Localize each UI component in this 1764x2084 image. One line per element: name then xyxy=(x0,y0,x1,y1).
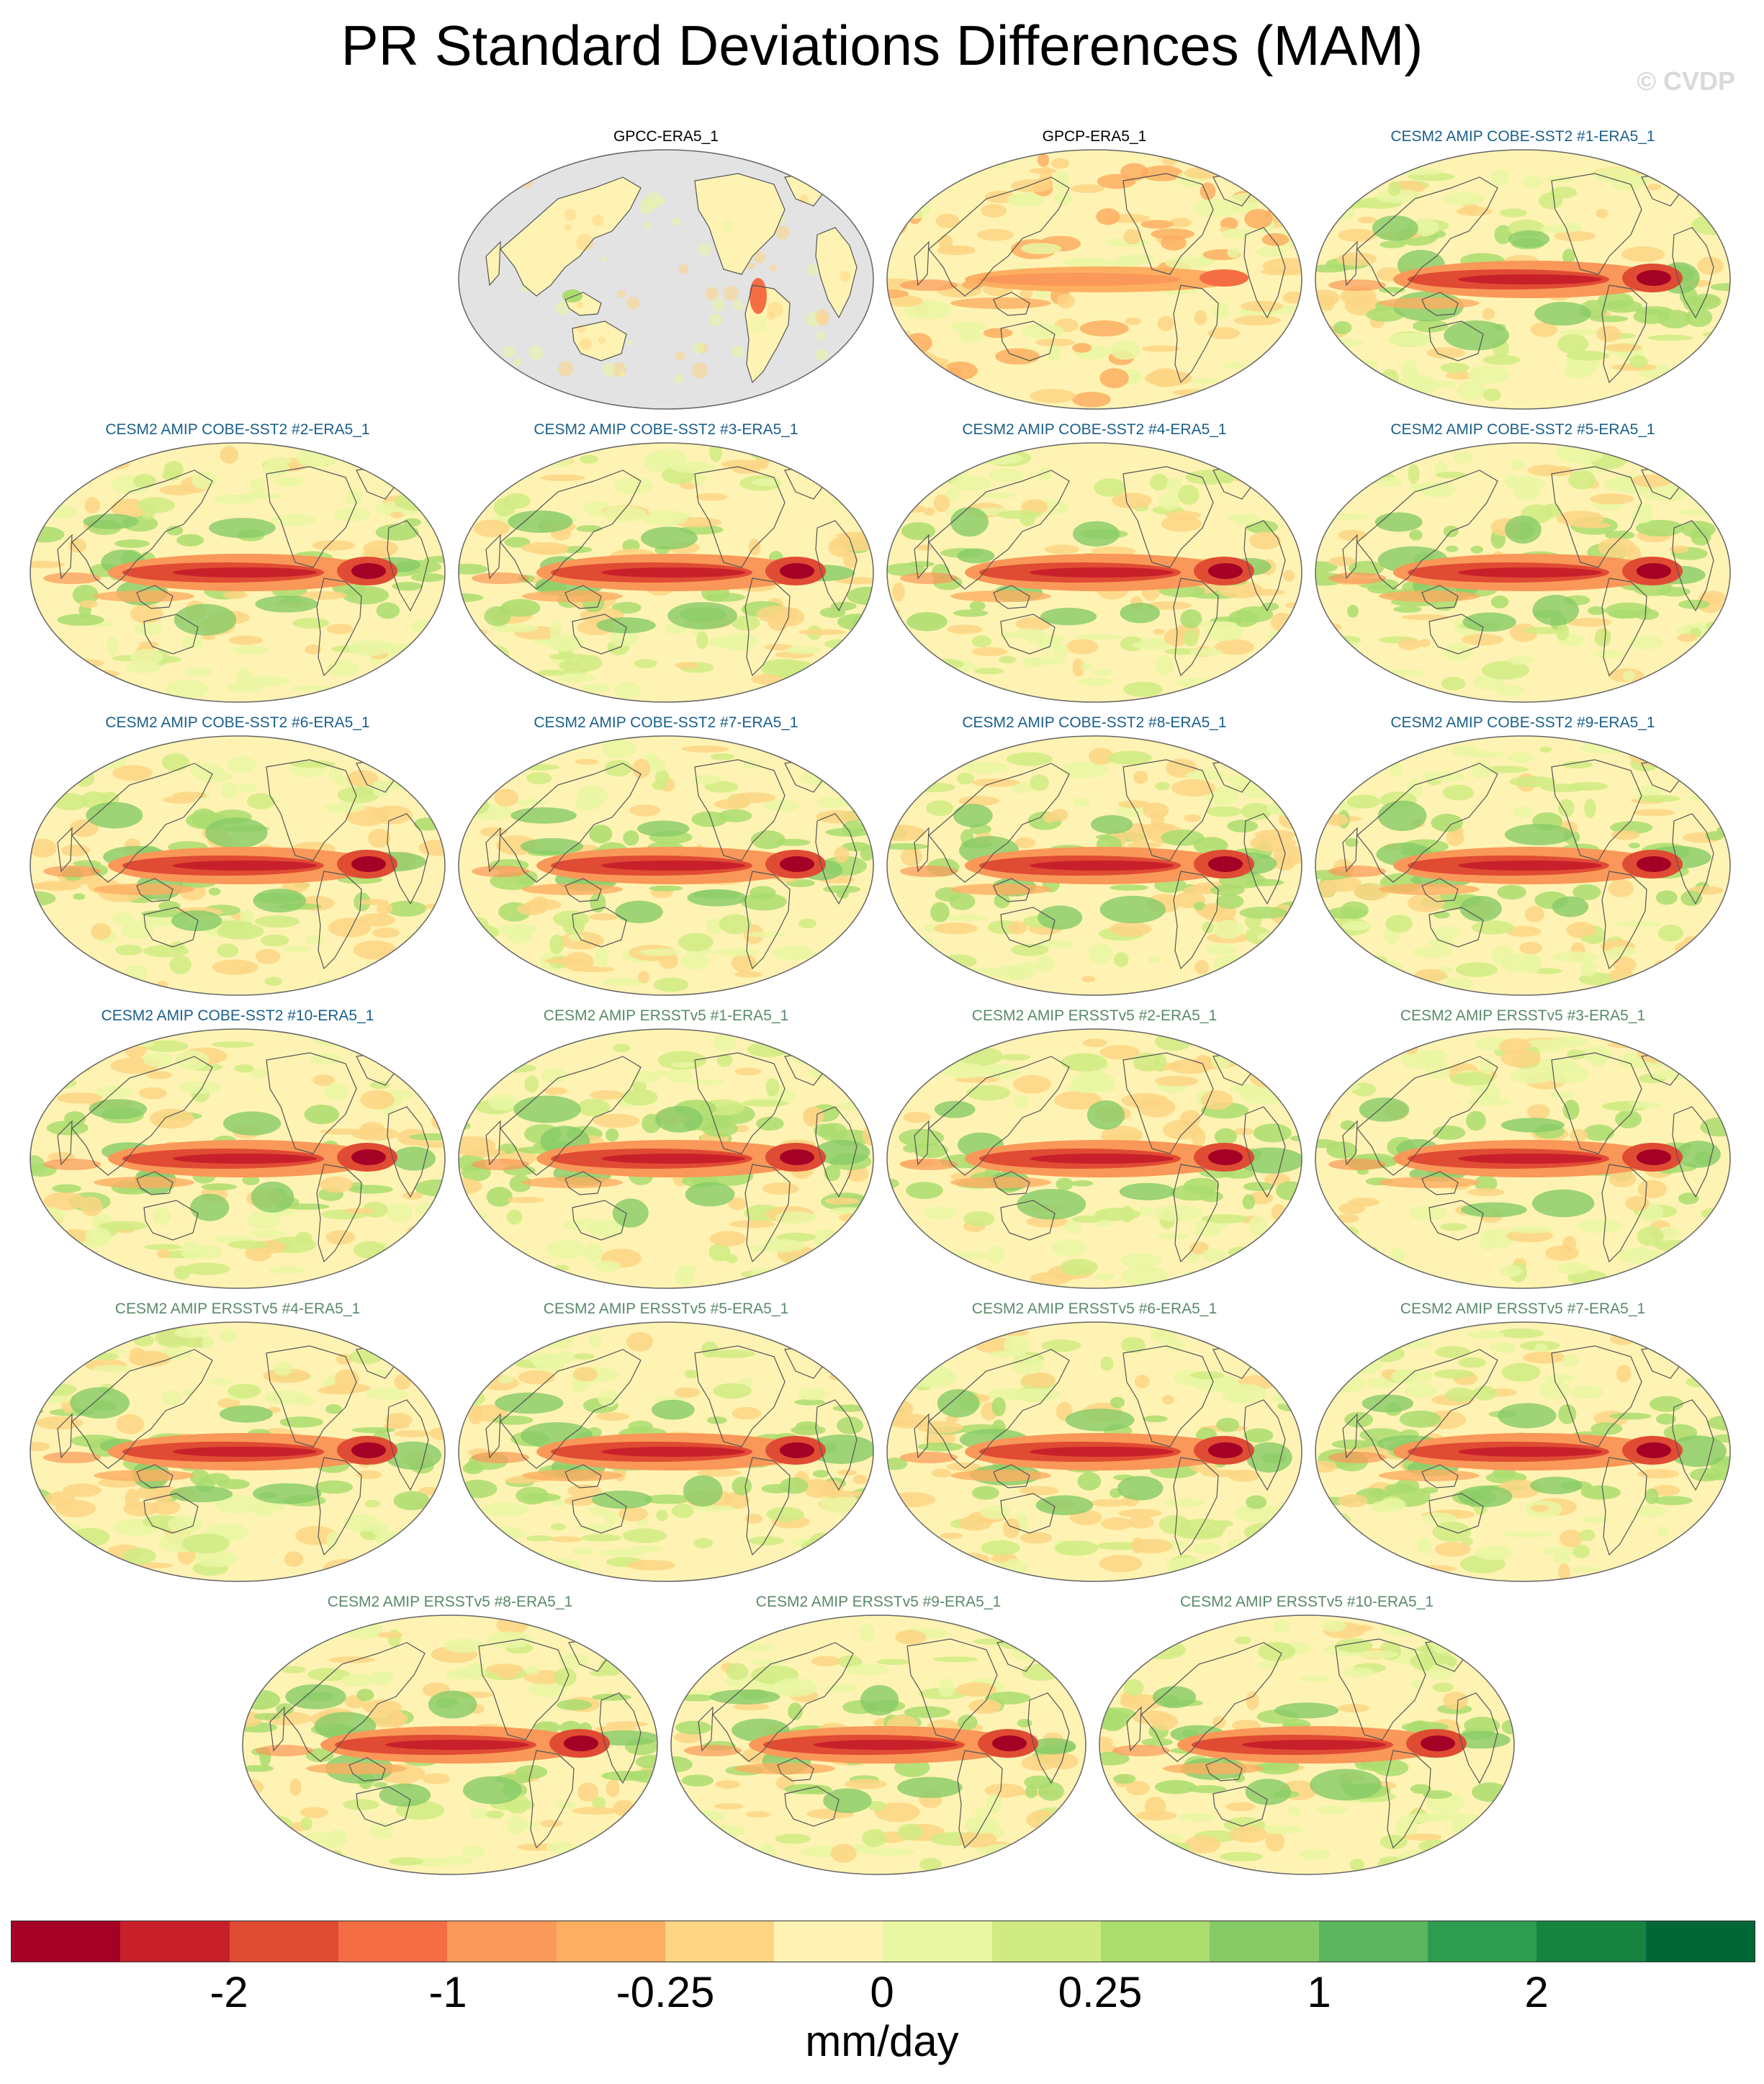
map-panel: CESM2 AMIP ERSSTv5 #5-ERA5_1 xyxy=(457,1301,875,1583)
map-panel: CESM2 AMIP COBE-SST2 #5-ERA5_1 xyxy=(1314,421,1732,704)
global-map xyxy=(30,442,446,703)
panel-title: CESM2 AMIP COBE-SST2 #3-ERA5_1 xyxy=(534,421,798,438)
map-panel: GPCP-ERA5_1 xyxy=(886,128,1303,410)
colorbar-segment xyxy=(1210,1921,1319,1962)
panel-title: CESM2 AMIP ERSSTv5 #4-ERA5_1 xyxy=(114,1301,361,1317)
colorbar-tick-label: 1 xyxy=(1307,1968,1331,2016)
colorbar-segment xyxy=(229,1921,338,1962)
global-map xyxy=(458,149,874,410)
map-panel: CESM2 AMIP COBE-SST2 #3-ERA5_1 xyxy=(457,421,875,704)
colorbar xyxy=(11,1921,1755,1962)
panel-title: CESM2 AMIP COBE-SST2 #9-ERA5_1 xyxy=(1390,714,1655,731)
colorbar-tick-label: 2 xyxy=(1524,1968,1549,2016)
map-panel: GPCC-ERA5_1 xyxy=(457,128,875,410)
map-panel: CESM2 AMIP ERSSTv5 #1-ERA5_1 xyxy=(457,1007,875,1290)
map-panel: CESM2 AMIP COBE-SST2 #1-ERA5_1 xyxy=(1314,128,1732,410)
colorbar-segment xyxy=(1536,1921,1646,1962)
panel-title: CESM2 AMIP COBE-SST2 #6-ERA5_1 xyxy=(105,714,370,731)
colorbar-segment xyxy=(991,1921,1102,1962)
colorbar-tick-label: 0 xyxy=(870,1968,894,2016)
colorbar-segment xyxy=(883,1921,992,1962)
global-map xyxy=(886,1028,1302,1289)
map-panel: CESM2 AMIP COBE-SST2 #4-ERA5_1 xyxy=(886,421,1303,704)
colorbar-tick-label: 0.25 xyxy=(1058,1968,1143,2016)
panel-title: GPCP-ERA5_1 xyxy=(1042,128,1147,145)
global-map xyxy=(886,149,1302,410)
global-map xyxy=(30,1028,446,1289)
colorbar-segment xyxy=(1101,1921,1210,1962)
map-panel: CESM2 AMIP COBE-SST2 #10-ERA5_1 xyxy=(29,1007,446,1290)
map-panel: CESM2 AMIP COBE-SST2 #7-ERA5_1 xyxy=(457,714,875,997)
global-map xyxy=(1315,1321,1731,1582)
map-panel: CESM2 AMIP ERSSTv5 #8-ERA5_1 xyxy=(241,1594,659,1876)
figure-title: PR Standard Deviations Differences (MAM) xyxy=(341,14,1423,77)
colorbar-tick-label: -0.25 xyxy=(616,1968,715,2016)
panel-title: CESM2 AMIP ERSSTv5 #7-ERA5_1 xyxy=(1400,1301,1646,1317)
map-panel: CESM2 AMIP COBE-SST2 #2-ERA5_1 xyxy=(29,421,446,704)
panel-title: CESM2 AMIP COBE-SST2 #10-ERA5_1 xyxy=(101,1007,374,1024)
global-map xyxy=(458,1028,874,1289)
panel-title: CESM2 AMIP COBE-SST2 #1-ERA5_1 xyxy=(1390,128,1655,145)
map-panel: CESM2 AMIP ERSSTv5 #6-ERA5_1 xyxy=(886,1301,1303,1583)
global-map xyxy=(1315,735,1731,996)
colorbar-segment xyxy=(1318,1921,1428,1962)
map-panel: CESM2 AMIP ERSSTv5 #7-ERA5_1 xyxy=(1314,1301,1732,1583)
map-panel: CESM2 AMIP COBE-SST2 #8-ERA5_1 xyxy=(886,714,1303,997)
global-map xyxy=(458,442,874,703)
global-map xyxy=(30,1321,446,1582)
panel-title: CESM2 AMIP ERSSTv5 #2-ERA5_1 xyxy=(971,1007,1218,1024)
cvdp-watermark: © CVDP xyxy=(1637,66,1735,96)
global-map xyxy=(886,1321,1302,1582)
colorbar-segment xyxy=(120,1921,230,1962)
global-map xyxy=(1315,442,1731,703)
global-map xyxy=(886,442,1302,703)
map-panel: CESM2 AMIP ERSSTv5 #2-ERA5_1 xyxy=(886,1007,1303,1290)
panel-title: CESM2 AMIP ERSSTv5 #10-ERA5_1 xyxy=(1179,1594,1434,1610)
global-map xyxy=(1315,149,1731,410)
panel-title: CESM2 AMIP ERSSTv5 #8-ERA5_1 xyxy=(327,1594,573,1610)
colorbar-ticks: -2 -1 -0.25 0 0.25 1 2 xyxy=(0,1967,1764,2018)
colorbar-segment xyxy=(665,1921,775,1962)
global-map xyxy=(458,1321,874,1582)
global-map xyxy=(242,1614,658,1875)
global-map xyxy=(1099,1614,1515,1875)
colorbar-segment xyxy=(774,1921,883,1962)
map-panel: CESM2 AMIP ERSSTv5 #4-ERA5_1 xyxy=(29,1301,446,1583)
global-map xyxy=(458,735,874,996)
map-panel: CESM2 AMIP COBE-SST2 #6-ERA5_1 xyxy=(29,714,446,997)
panel-title: CESM2 AMIP ERSSTv5 #3-ERA5_1 xyxy=(1400,1007,1646,1024)
colorbar-segment xyxy=(12,1921,121,1962)
panel-title: CESM2 AMIP ERSSTv5 #9-ERA5_1 xyxy=(755,1594,1002,1610)
colorbar-segment xyxy=(1645,1921,1755,1962)
map-panels: GPCC-ERA5_1 GPCP-ERA5_1 CESM2 AMIP COBE-SS… xyxy=(29,128,1732,1876)
map-panel: CESM2 AMIP COBE-SST2 #9-ERA5_1 xyxy=(1314,714,1732,997)
global-map xyxy=(1315,1028,1731,1289)
panel-title: CESM2 AMIP COBE-SST2 #4-ERA5_1 xyxy=(962,421,1227,438)
panel-title: CESM2 AMIP COBE-SST2 #7-ERA5_1 xyxy=(534,714,798,731)
colorbar-segment xyxy=(556,1921,665,1962)
panel-title: CESM2 AMIP COBE-SST2 #5-ERA5_1 xyxy=(1390,421,1655,438)
map-panel: CESM2 AMIP ERSSTv5 #10-ERA5_1 xyxy=(1098,1594,1516,1876)
colorbar-segment xyxy=(338,1921,448,1962)
colorbar-tick-label: -2 xyxy=(210,1968,248,2016)
global-map xyxy=(670,1614,1086,1875)
colorbar-units: mm/day xyxy=(805,2017,959,2065)
global-map xyxy=(30,735,446,996)
panel-title: CESM2 AMIP ERSSTv5 #5-ERA5_1 xyxy=(543,1301,789,1317)
map-panel: CESM2 AMIP ERSSTv5 #3-ERA5_1 xyxy=(1314,1007,1732,1290)
map-panel: CESM2 AMIP ERSSTv5 #9-ERA5_1 xyxy=(670,1594,1087,1876)
global-map xyxy=(886,735,1302,996)
panel-title: CESM2 AMIP COBE-SST2 #8-ERA5_1 xyxy=(962,714,1227,731)
colorbar-segment xyxy=(447,1921,557,1962)
panel-title: GPCC-ERA5_1 xyxy=(613,128,719,145)
panel-title: CESM2 AMIP ERSSTv5 #6-ERA5_1 xyxy=(971,1301,1218,1317)
panel-title: CESM2 AMIP COBE-SST2 #2-ERA5_1 xyxy=(105,421,370,438)
colorbar-segment xyxy=(1428,1921,1537,1962)
colorbar-tick-label: -1 xyxy=(428,1968,467,2016)
panel-title: CESM2 AMIP ERSSTv5 #1-ERA5_1 xyxy=(543,1007,789,1024)
